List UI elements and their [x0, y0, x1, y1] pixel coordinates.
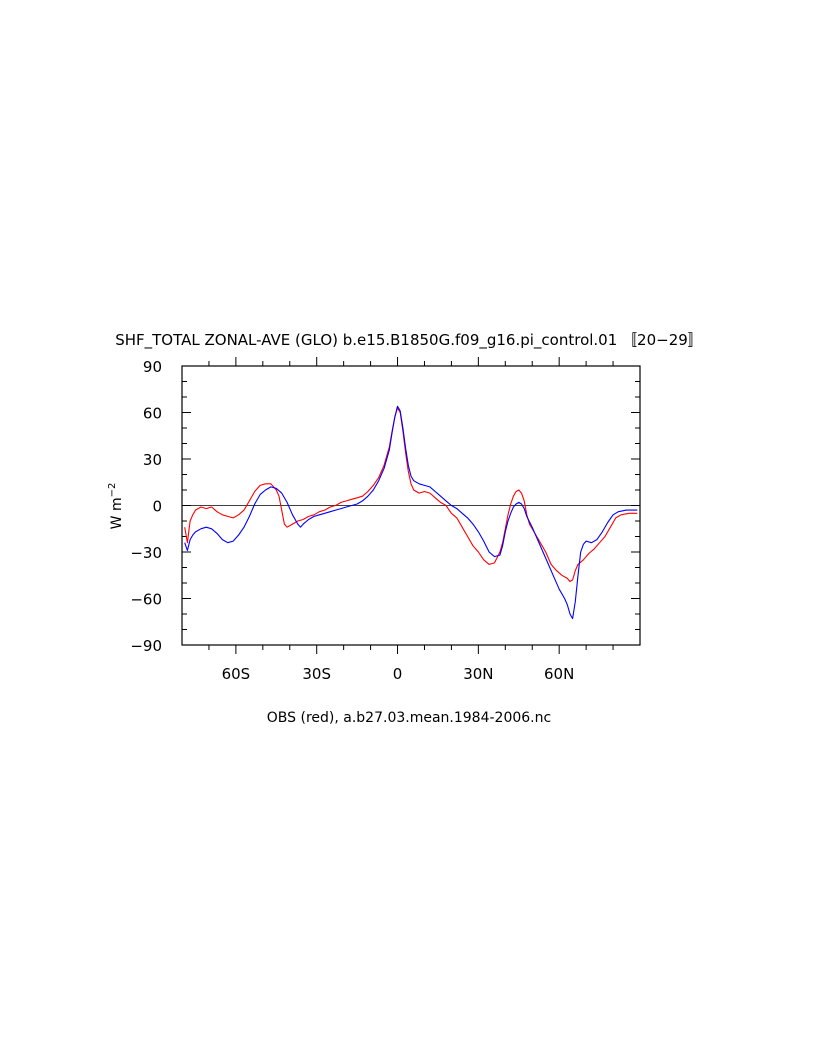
y-tick-label: 60	[143, 405, 162, 423]
y-tick-label: 0	[152, 498, 162, 516]
y-tick-label: 30	[143, 451, 162, 469]
y-tick-label: −30	[130, 544, 162, 562]
x-tick-labels: 60S 30S 0 30N 60N	[222, 665, 575, 683]
y-axis-exponent: −2	[107, 483, 118, 498]
x-tick-label: 0	[393, 665, 403, 683]
x-tick-label: 60N	[544, 665, 574, 683]
y-tick-labels: 90 60 30 0 −30 −60 −90	[130, 358, 162, 655]
chart-title: SHF_TOTAL ZONAL-AVE (GLO) b.e15.B1850G.f…	[115, 331, 703, 350]
x-tick-label: 60S	[222, 665, 251, 683]
x-axis-label: OBS (red), a.b27.03.mean.1984-2006.nc	[267, 710, 551, 726]
y-axis-unit: W m	[109, 497, 125, 529]
y-tick-label: −90	[130, 637, 162, 655]
y-axis-label: W m−2	[107, 483, 125, 530]
tick-marks	[182, 357, 640, 654]
model-blue-series-line	[184, 405, 638, 620]
x-tick-label: 30N	[463, 665, 493, 683]
obs-red-series-line	[184, 407, 638, 583]
y-tick-label: 90	[143, 358, 162, 376]
x-tick-label: 30S	[302, 665, 331, 683]
series-lines	[184, 405, 638, 620]
plot-area	[181, 357, 641, 654]
y-tick-label: −60	[130, 591, 162, 609]
